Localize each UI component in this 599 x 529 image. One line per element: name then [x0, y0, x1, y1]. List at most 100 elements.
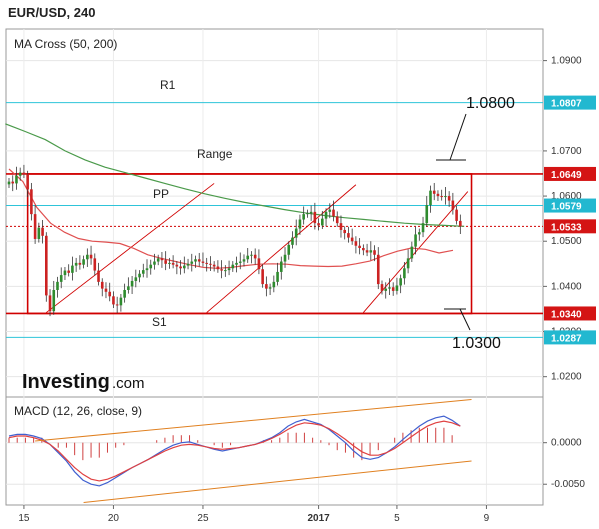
candle-body — [183, 265, 186, 269]
candle-body — [134, 277, 138, 281]
candle-body — [406, 258, 410, 269]
candle-body — [317, 223, 320, 226]
candle-body — [220, 269, 223, 271]
candle-body — [26, 174, 29, 190]
candle-body — [436, 193, 440, 197]
annotation-1-0800: 1.0800 — [466, 95, 515, 112]
candle-body — [67, 270, 70, 273]
candle-body — [276, 271, 279, 282]
candle-body — [321, 218, 324, 226]
s1-label: S1 — [152, 315, 167, 329]
price-tags: 1.0807 1.0649 1.0579 1.0533 1.0340 1.0287 — [544, 95, 596, 345]
candle-body — [354, 241, 358, 246]
candle-body — [391, 287, 395, 291]
macd-tick-label: -0.0050 — [551, 479, 585, 490]
candle-body — [186, 263, 190, 266]
candle-body — [455, 209, 458, 221]
candle-body — [339, 223, 343, 230]
candle-body — [294, 228, 298, 238]
candles — [7, 164, 462, 317]
candle-body — [298, 219, 302, 229]
candle-body — [153, 261, 156, 265]
candle-body — [306, 213, 309, 215]
trendline-1 — [46, 183, 215, 313]
candle-body — [97, 270, 100, 282]
candle-body — [7, 181, 11, 185]
candle-body — [384, 288, 388, 291]
candle-body — [89, 254, 93, 259]
price-tick-label: 1.0500 — [551, 236, 582, 247]
candle-body — [160, 258, 164, 261]
x-tick-label: 15 — [18, 513, 30, 524]
price-tag-box — [544, 198, 596, 213]
candle-body — [82, 259, 85, 265]
macd-channel-top — [35, 398, 472, 442]
candle-body — [380, 284, 384, 291]
price-tag-label: 1.0287 — [551, 333, 582, 344]
candle-body — [365, 250, 369, 253]
candle-body — [171, 262, 175, 265]
candle-body — [459, 220, 462, 227]
candle-body — [168, 262, 171, 264]
candle-body — [141, 270, 145, 274]
macd-tick-label: 0.0000 — [551, 438, 582, 449]
candle-body — [343, 229, 346, 234]
price-tag-box — [544, 166, 596, 181]
candle-body — [324, 211, 328, 219]
candle-body — [414, 234, 417, 247]
candle-body — [429, 190, 432, 206]
candle-body — [302, 214, 305, 220]
candle-body — [410, 246, 414, 259]
candle-body — [362, 247, 365, 251]
candle-body — [287, 244, 291, 255]
candle-body — [18, 172, 22, 176]
candle-body — [201, 261, 205, 263]
candle-body — [347, 233, 350, 238]
candle-body — [418, 232, 421, 235]
investing-logo: Investing .com — [22, 371, 145, 393]
candle-body — [246, 255, 250, 260]
candle-body — [30, 189, 33, 215]
price-tag-box — [544, 219, 596, 234]
candle-body — [112, 296, 115, 305]
candle-body — [209, 263, 212, 265]
candle-body — [425, 205, 429, 224]
ma-cross-label: MA Cross (50, 200) — [14, 37, 117, 51]
price-tag-label: 1.0579 — [551, 202, 582, 213]
x-tick-label: 25 — [197, 513, 209, 524]
candle-body — [56, 281, 59, 290]
price-tag-box — [544, 330, 596, 345]
candle-body — [22, 172, 26, 175]
candle-body — [63, 270, 67, 276]
candle-body — [15, 175, 18, 184]
candle-body — [86, 254, 89, 260]
price-tag-label: 1.0340 — [551, 309, 582, 320]
macd-series — [8, 398, 472, 504]
candle-body — [268, 287, 272, 289]
candle-body — [119, 297, 123, 306]
candle-body — [388, 287, 391, 289]
candle-body — [403, 268, 406, 279]
candle-body — [369, 250, 373, 253]
trendline-2 — [206, 184, 357, 313]
candle-body — [395, 285, 399, 291]
candle-body — [313, 211, 317, 224]
candle-body — [257, 258, 261, 270]
candle-body — [11, 181, 15, 184]
price-tag-label: 1.0533 — [551, 222, 582, 233]
candle-body — [179, 266, 182, 269]
candle-body — [279, 261, 283, 272]
x-tick-label: 20 — [108, 513, 120, 524]
candle-body — [74, 262, 78, 266]
price-tag-box — [544, 95, 596, 110]
candle-body — [227, 268, 231, 271]
ma200-line — [5, 123, 465, 227]
candle-body — [212, 264, 216, 267]
candle-body — [350, 237, 354, 242]
signal-line — [8, 420, 461, 482]
candle-body — [149, 264, 153, 269]
candle-body — [205, 262, 208, 264]
logo-suffix: .com — [112, 375, 145, 392]
annotation-pointer-top — [449, 113, 467, 161]
